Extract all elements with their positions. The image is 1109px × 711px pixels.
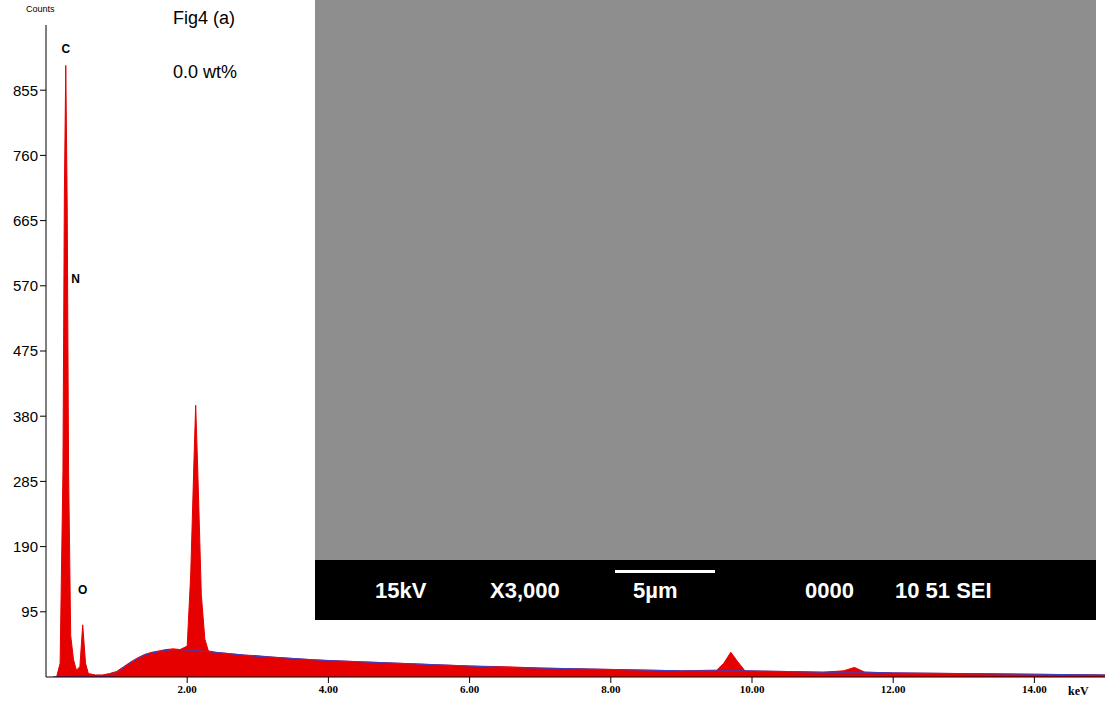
svg-text:95: 95	[21, 603, 38, 620]
svg-text:12.00: 12.00	[881, 683, 906, 695]
html-text:keV: keV	[1068, 684, 1089, 698]
html-text:Fig4 (a): Fig4 (a)	[173, 8, 235, 28]
html-text:10 51 SEI: 10 51 SEI	[895, 578, 992, 603]
svg-text:N: N	[71, 272, 80, 286]
svg-text:190: 190	[13, 538, 38, 555]
svg-text:380: 380	[13, 408, 38, 425]
svg-text:4.00: 4.00	[319, 683, 339, 695]
svg-text:10.00: 10.00	[740, 683, 765, 695]
svg-text:2.00: 2.00	[178, 683, 198, 695]
svg-text:570: 570	[13, 277, 38, 294]
svg-text:855: 855	[13, 82, 38, 99]
html-text:X3,000: X3,000	[490, 578, 560, 603]
svg-text:475: 475	[13, 342, 38, 359]
svg-text:8.00: 8.00	[601, 683, 621, 695]
svg-text:6.00: 6.00	[460, 683, 480, 695]
svg-text:C: C	[61, 42, 70, 56]
html-text:15kV: 15kV	[375, 578, 427, 603]
svg-text:O: O	[78, 583, 87, 597]
svg-text:14.00: 14.00	[1022, 683, 1047, 695]
html-text:0000: 0000	[805, 578, 854, 603]
svg-text:760: 760	[13, 147, 38, 164]
html-text:Counts: Counts	[26, 4, 55, 14]
svg-text:285: 285	[13, 473, 38, 490]
html-text:5µm: 5µm	[633, 578, 678, 603]
svg-text:665: 665	[13, 212, 38, 229]
html-text:0.0 wt%: 0.0 wt%	[173, 62, 237, 82]
